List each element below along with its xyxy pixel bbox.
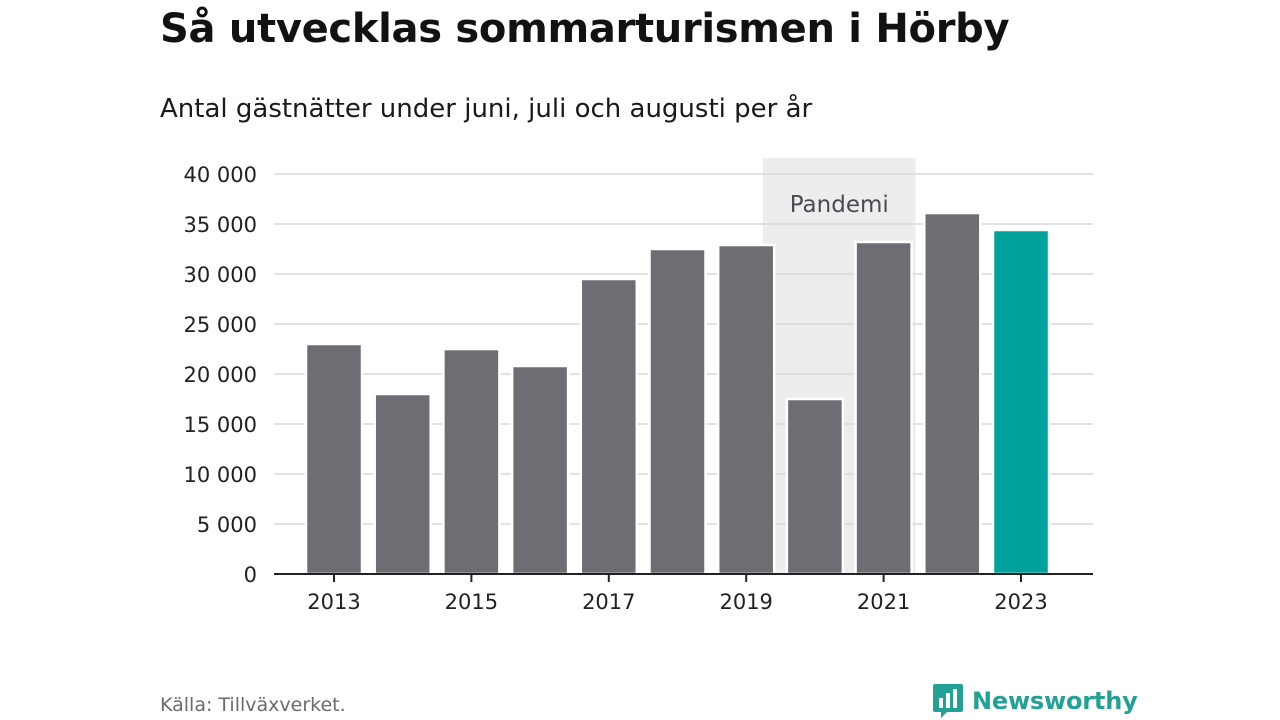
y-tick-label: 30 000 bbox=[184, 263, 257, 287]
bars bbox=[304, 211, 1051, 576]
bar-2018 bbox=[648, 247, 707, 576]
source-note: Källa: Tillväxverket. bbox=[160, 694, 346, 716]
bar-2017 bbox=[579, 277, 639, 576]
y-tick-label: 35 000 bbox=[184, 213, 257, 237]
bar-2021 bbox=[854, 240, 913, 576]
y-tick-label: 0 bbox=[244, 563, 257, 587]
chart-title: Så utvecklas sommarturismen i Hörby bbox=[160, 6, 1010, 52]
bar-2016 bbox=[510, 364, 570, 576]
brand-name: Newsworthy bbox=[972, 687, 1138, 715]
x-tick-label: 2021 bbox=[857, 590, 910, 614]
y-tick-label: 15 000 bbox=[184, 413, 257, 437]
bar-2015 bbox=[442, 347, 501, 576]
x-tick-label: 2015 bbox=[445, 590, 498, 614]
bar-2019 bbox=[716, 243, 776, 576]
bar-chart: Pandemi 0 5 000 10 000 15 000 20 000 25 000 30… bbox=[184, 158, 1093, 614]
x-tick-label: 2023 bbox=[994, 590, 1047, 614]
bar-2023 bbox=[991, 228, 1051, 576]
y-tick-label: 25 000 bbox=[184, 313, 257, 337]
y-tick-label: 20 000 bbox=[184, 363, 257, 387]
newsworthy-logo[interactable]: Newsworthy bbox=[932, 682, 1138, 720]
bar-2022 bbox=[923, 211, 982, 576]
x-tick-label: 2017 bbox=[582, 590, 635, 614]
bar-2014 bbox=[373, 392, 432, 576]
y-tick-label: 40 000 bbox=[184, 163, 257, 187]
x-tick-label: 2019 bbox=[719, 590, 772, 614]
y-tick-label: 10 000 bbox=[184, 463, 257, 487]
bar-2020 bbox=[785, 397, 845, 576]
bar-2013 bbox=[304, 342, 364, 576]
axes: 0 5 000 10 000 15 000 20 000 25 000 30 000 35 0… bbox=[184, 163, 1093, 614]
pandemic-label: Pandemi bbox=[790, 192, 889, 218]
chart-subtitle: Antal gästnätter under juni, juli och au… bbox=[160, 94, 813, 124]
y-tick-label: 5 000 bbox=[197, 513, 257, 537]
newsworthy-logo-icon bbox=[933, 684, 963, 718]
x-tick-label: 2013 bbox=[307, 590, 360, 614]
